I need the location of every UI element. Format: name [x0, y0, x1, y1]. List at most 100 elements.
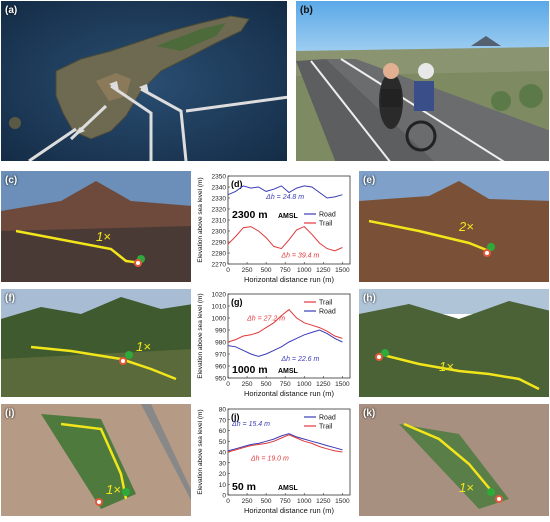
- panel-label: (c): [5, 175, 18, 186]
- y-tick-label: 2340: [212, 185, 227, 192]
- chart-panel-label: (j): [231, 412, 240, 422]
- y-tick-label: 2300: [212, 229, 227, 236]
- route-count: 1×: [136, 339, 151, 354]
- x-axis-label: Horizontal distance run (m): [244, 506, 335, 515]
- y-tick-label: 2280: [212, 251, 227, 258]
- x-tick-label: 1250: [316, 267, 331, 274]
- y-tick-label: 1020: [212, 292, 227, 299]
- y-tick-label: 60: [219, 428, 227, 435]
- x-tick-label: 1500: [335, 498, 350, 505]
- series-line-road: [227, 433, 343, 452]
- legend-entry: Trail: [319, 424, 333, 431]
- panel-label: (i): [5, 408, 15, 419]
- terrain-2300m-graphic: 1×: [1, 171, 191, 282]
- island-map-graphic: [1, 1, 287, 161]
- urban-50m-graphic: 1×: [1, 404, 191, 516]
- series-line-trail: [227, 226, 343, 252]
- chart-j-50m: 0 10 20 30 40 50 60 70 80 0 250 500 750 1000 1250 1500 H…: [194, 403, 356, 517]
- y-tick-label: 990: [215, 328, 226, 335]
- terrain-1000m-graphic-b: 1×: [359, 289, 549, 397]
- delta-h-annotation: Δh = 39.4 m: [280, 252, 319, 259]
- chart-j-svg: 0 10 20 30 40 50 60 70 80 0 250 500 750 1000 1250 1500H…: [197, 407, 351, 515]
- legend-entry: Trail: [319, 221, 333, 228]
- x-tick-label: 500: [261, 267, 272, 274]
- legend-entry: Road: [319, 212, 336, 219]
- y-tick-label: 2320: [212, 207, 227, 214]
- panel-label: (b): [300, 5, 313, 16]
- y-tick-label: 2290: [212, 240, 227, 247]
- y-tick-label: 10: [219, 482, 227, 489]
- plot-frame: [227, 408, 351, 496]
- altitude-label: 50 m: [232, 481, 256, 493]
- runner-cyclist-photo: [296, 1, 549, 161]
- y-tick-label: 1000: [212, 316, 227, 323]
- x-tick-label: 500: [261, 498, 272, 505]
- y-tick-label: 950: [215, 376, 226, 383]
- x-tick-label: 1500: [335, 381, 350, 388]
- y-axis-label: Elevation above sea level (m): [197, 409, 204, 494]
- urban-50m-graphic-b: 1×: [359, 404, 549, 516]
- x-tick-label: 1000: [297, 267, 312, 274]
- route-count: 1×: [459, 480, 474, 495]
- x-tick-label: 1000: [297, 381, 312, 388]
- delta-h-annotation: Δh = 19.0 m: [250, 456, 289, 463]
- x-tick-label: 750: [280, 498, 291, 505]
- altitude-unit: AMSL: [278, 485, 299, 492]
- x-tick-label: 1250: [316, 498, 331, 505]
- route-count: 1×: [96, 229, 111, 244]
- panel-h-terrain-1000m: 1× (h): [358, 288, 550, 398]
- x-tick-label: 1250: [316, 381, 331, 388]
- x-tick-label: 500: [261, 381, 272, 388]
- y-tick-label: 70: [219, 417, 227, 424]
- y-tick-label: 2310: [212, 218, 227, 225]
- y-tick-label: 50: [219, 439, 227, 446]
- chart-g-1000m: 950 960 970 980 990 1000 1010 1020 0 250 500 750 100…: [194, 288, 356, 400]
- y-tick-label: 20: [219, 471, 227, 478]
- y-tick-label: 40: [219, 450, 227, 457]
- x-tick-label: 0: [226, 498, 230, 505]
- altitude-label: 1000 m: [232, 364, 268, 376]
- terrain-1000m-graphic: 1×: [1, 289, 191, 397]
- route-count: 2×: [458, 219, 474, 234]
- terrain-2300m-graphic-b: 2×: [359, 171, 549, 282]
- y-tick-label: 30: [219, 460, 227, 467]
- x-tick-label: 250: [242, 381, 253, 388]
- panel-a-island-map: (a): [0, 0, 288, 162]
- altitude-unit: AMSL: [278, 368, 299, 375]
- panel-i-urban-50m: 1× (i): [0, 403, 192, 517]
- plot-frame: [227, 293, 351, 379]
- route-count: 1×: [439, 359, 454, 374]
- y-tick-label: 2330: [212, 196, 227, 203]
- altitude-label: 2300 m: [232, 209, 268, 221]
- series-line-trail: [227, 308, 343, 343]
- chart-d-svg: 2270 2280 2290 2300 2310 2320 2330 2340 2350 0 250…: [197, 174, 351, 284]
- delta-h-annotation: Δh = 24.8 m: [265, 194, 304, 201]
- chart-g-svg: 950 960 970 980 990 1000 1010 1020 0 250 500 750 100…: [197, 292, 351, 398]
- y-tick-label: 970: [215, 352, 226, 359]
- panel-e-terrain-2300m: 2× (e): [358, 170, 550, 283]
- x-tick-label: 750: [280, 267, 291, 274]
- legend-entry: Road: [319, 309, 336, 316]
- chart-panel-label: (d): [231, 179, 243, 189]
- panel-f-terrain-1000m: 1× (f): [0, 288, 192, 398]
- x-tick-label: 250: [242, 498, 253, 505]
- y-axis-label: Elevation above sea level (m): [197, 177, 204, 262]
- series-line-trail: [227, 434, 343, 453]
- chart-panel-label: (g): [231, 297, 243, 307]
- x-tick-label: 0: [226, 267, 230, 274]
- y-tick-label: 2350: [212, 174, 227, 181]
- route-count: 1×: [106, 482, 121, 497]
- panel-label: (k): [363, 408, 376, 419]
- altitude-unit: AMSL: [278, 213, 299, 220]
- y-tick-label: 0: [222, 493, 226, 500]
- panel-label: (f): [5, 293, 15, 304]
- delta-h-annotation: Δh = 22.6 m: [280, 356, 319, 363]
- y-tick-label: 980: [215, 340, 226, 347]
- panel-label: (h): [363, 293, 376, 304]
- delta-h-annotation: Δh = 15.4 m: [231, 421, 270, 428]
- y-tick-label: 80: [219, 407, 227, 414]
- y-axis-label: Elevation above sea level (m): [197, 293, 204, 378]
- series-line-road: [227, 329, 343, 357]
- y-tick-label: 1010: [212, 304, 227, 311]
- x-tick-label: 1000: [297, 498, 312, 505]
